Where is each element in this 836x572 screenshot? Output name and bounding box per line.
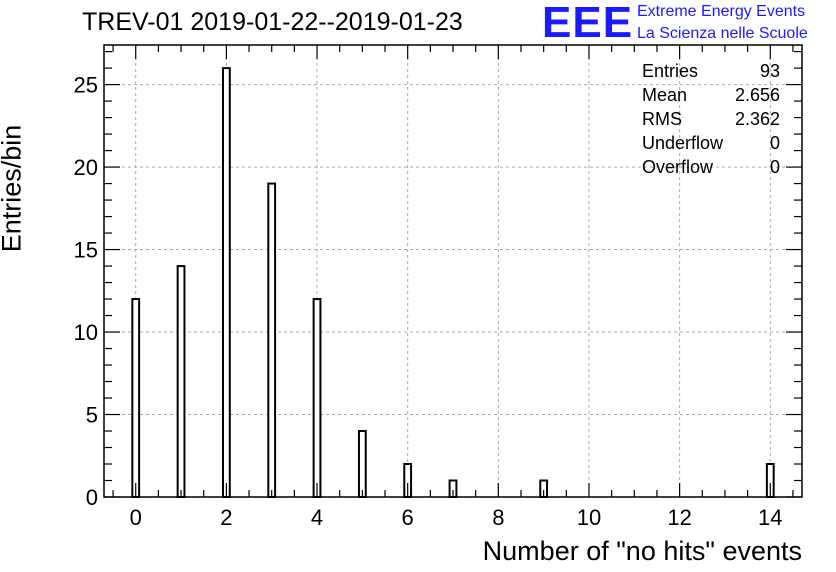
stats-label: Underflow	[642, 133, 724, 153]
x-axis-label: Number of "no hits" events	[482, 536, 802, 566]
stats-label: RMS	[642, 109, 682, 129]
stats-label: Mean	[642, 85, 688, 105]
histogram-bar	[312, 298, 322, 498]
y-tick-label: 10	[74, 320, 98, 345]
x-tick-label: 2	[220, 505, 232, 530]
histogram-bar	[131, 298, 141, 498]
logo-text-line1: Extreme Energy Events	[637, 3, 806, 20]
stats-row-overflow: Overflow 0	[642, 156, 780, 180]
logo-text-line2: La Scienza nelle Scuole	[637, 25, 808, 42]
y-tick-label: 0	[86, 485, 98, 510]
stats-box: Entries 93 Mean 2.656 RMS 2.362 Underflow 0 …	[642, 60, 780, 180]
x-tick-label: 14	[758, 505, 782, 530]
stats-label: Overflow	[642, 157, 714, 177]
eee-logo: EEE	[542, 0, 634, 47]
histogram-bar	[221, 67, 231, 499]
stats-row-rms: RMS 2.362	[642, 108, 780, 132]
y-axis-label: Entries/bin	[0, 124, 27, 253]
stats-row-entries: Entries 93	[642, 60, 780, 84]
stats-row-underflow: Underflow 0	[642, 132, 780, 156]
stats-row-mean: Mean 2.656	[642, 84, 780, 108]
x-tick-label: 6	[402, 505, 414, 530]
y-tick-label: 15	[74, 238, 98, 263]
y-tick-label: 25	[74, 73, 98, 98]
chart-title: TREV-01 2019-01-22--2019-01-23	[82, 8, 463, 36]
x-tick-label: 8	[492, 505, 504, 530]
histogram-bar	[357, 430, 367, 498]
stats-value: 2.656	[734, 85, 780, 105]
x-tick-label: 12	[667, 505, 691, 530]
stats-value: 0	[769, 157, 780, 177]
stats-label: Entries	[642, 61, 699, 81]
histogram-bar	[176, 265, 186, 498]
stats-value: 2.362	[734, 109, 780, 129]
stats-value: 93	[759, 61, 780, 81]
y-tick-label: 20	[74, 155, 98, 180]
y-tick-label: 5	[86, 403, 98, 428]
y-axis-label-wrap: Entries/bin	[0, 125, 38, 253]
x-tick-label: 0	[130, 505, 142, 530]
x-tick-label: 4	[311, 505, 323, 530]
stats-value: 0	[769, 133, 780, 153]
x-tick-label: 10	[577, 505, 601, 530]
histogram-bar	[267, 182, 277, 498]
